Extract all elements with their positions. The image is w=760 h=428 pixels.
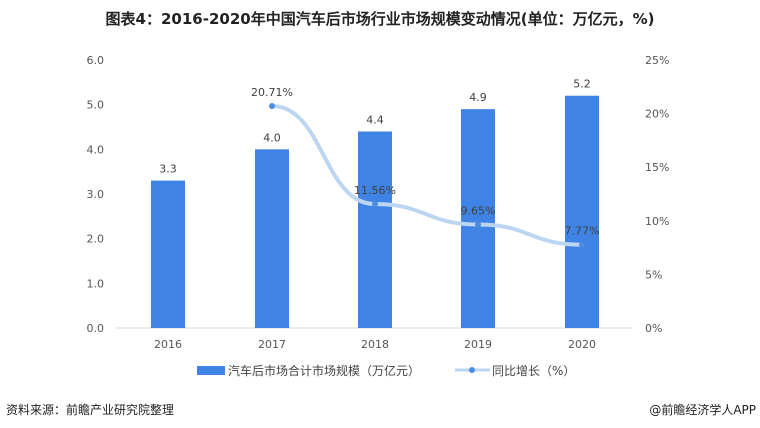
line-data-label: 11.56% <box>354 184 396 197</box>
growth-point-2019 <box>475 221 481 228</box>
line-data-label: 9.65% <box>461 205 496 218</box>
x-tick-label: 2019 <box>464 338 492 351</box>
right-tick-label: 25% <box>645 54 669 67</box>
right-tick-label: 20% <box>645 108 669 121</box>
bar-data-label: 4.0 <box>263 131 281 144</box>
legend-line-marker <box>469 367 475 373</box>
left-tick-label: 0.0 <box>87 322 105 335</box>
legend-bar-label: 汽车后市场合计市场规模（万亿元） <box>228 363 420 378</box>
bar-2018 <box>358 131 392 328</box>
bar-2019 <box>461 109 495 328</box>
left-tick-label: 5.0 <box>87 99 105 112</box>
legend-bar-swatch <box>197 366 225 375</box>
growth-point-2017 <box>269 102 275 109</box>
brand-note: @前瞻经济学人APP <box>649 402 756 417</box>
right-tick-label: 15% <box>645 161 669 174</box>
bar-data-label: 3.3 <box>159 163 177 176</box>
bar-data-label: 4.4 <box>366 113 384 126</box>
left-tick-label: 2.0 <box>87 233 105 246</box>
line-data-label: 20.71% <box>251 86 293 99</box>
bar-2017 <box>255 149 289 328</box>
left-tick-label: 1.0 <box>87 277 105 290</box>
x-tick-label: 2016 <box>154 338 182 351</box>
left-tick-label: 4.0 <box>87 143 105 156</box>
line-data-label: 7.77% <box>565 225 600 238</box>
bar-2020 <box>565 95 599 328</box>
right-tick-label: 0% <box>645 322 662 335</box>
legend-line-label: 同比增长（%） <box>492 364 575 378</box>
chart-title: 图表4：2016-2020年中国汽车后市场行业市场规模变动情况(单位：万亿元，%… <box>106 10 655 28</box>
bar-data-label: 4.9 <box>469 91 487 104</box>
x-tick-label: 2017 <box>258 338 286 351</box>
x-tick-label: 2018 <box>361 338 389 351</box>
left-tick-label: 3.0 <box>87 188 105 201</box>
growth-point-2018 <box>372 201 378 208</box>
legend: 汽车后市场合计市场规模（万亿元） 同比增长（%） <box>197 363 575 378</box>
bar-2016 <box>151 180 185 328</box>
bar-data-label: 5.2 <box>573 78 591 91</box>
right-tick-label: 10% <box>645 215 669 228</box>
right-tick-label: 5% <box>645 268 662 281</box>
growth-line <box>270 103 584 247</box>
x-tick-label: 2020 <box>568 338 596 351</box>
growth-point-2020 <box>579 241 585 248</box>
left-tick-label: 6.0 <box>87 54 105 67</box>
source-note: 资料来源：前瞻产业研究院整理 <box>6 402 174 417</box>
